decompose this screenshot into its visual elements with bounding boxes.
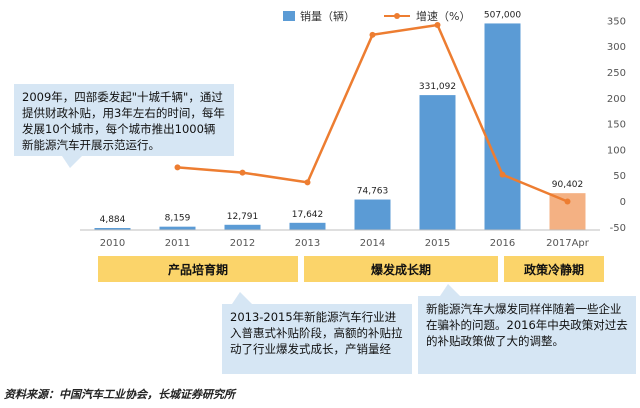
callout-pointer-2016: [440, 284, 460, 296]
data-label-2011: 8,159: [165, 214, 191, 224]
y-right-tick-50: 50: [613, 171, 626, 182]
data-label-2014: 74,763: [357, 187, 389, 197]
legend-label-growth: 增速（%）: [416, 9, 470, 23]
bar-2012: [224, 224, 261, 230]
x-tick-2011: 2011: [165, 238, 190, 249]
data-label-2015: 331,092: [419, 82, 456, 92]
phase-label-1: 产品培育期: [168, 262, 228, 277]
y-right-tick-150: 150: [607, 120, 626, 131]
growth-point-2017Apr: [564, 198, 571, 205]
x-tick-2013: 2013: [295, 238, 320, 249]
data-label-2012: 12,791: [227, 212, 259, 222]
legend-marker-growth: [394, 13, 400, 19]
growth-point-2013: [304, 179, 311, 186]
x-tick-2014: 2014: [360, 238, 385, 249]
growth-point-2011: [174, 164, 181, 171]
x-tick-2017Apr: 2017Apr: [546, 238, 590, 249]
annotation-2009: 2009年，四部委发起"十城千辆"，通过提供财政补贴，用3年左右的时间，每年发展…: [14, 84, 234, 156]
bar-2016: [484, 23, 521, 231]
legend-label-sales: 销量（辆）: [300, 9, 355, 23]
phase-band-1: [98, 256, 298, 282]
y-right-tick-300: 300: [607, 42, 626, 53]
phase-band-2: [304, 256, 498, 282]
bar-2011: [159, 226, 196, 230]
growth-point-2016: [499, 171, 506, 178]
growth-point-2012: [239, 169, 246, 176]
phase-label-3: 政策冷静期: [524, 262, 584, 277]
bar-2014: [354, 199, 391, 230]
data-label-2016: 507,000: [484, 10, 521, 20]
y-right-tick-250: 250: [607, 68, 626, 79]
x-tick-2010: 2010: [100, 238, 125, 249]
bar-2010: [94, 228, 131, 230]
phase-label-2: 爆发成长期: [371, 262, 431, 277]
y-right-tick-350: 350: [607, 16, 626, 27]
phase-bars: 产品培育期 爆发成长期 政策冷静期: [62, 156, 604, 304]
callout-pointer-2009: [62, 156, 82, 168]
axes: 2010 2011 2012 2013 2014 2015 2016 2017Apr -50 0 5…: [80, 0, 626, 249]
bar-2013: [289, 222, 326, 230]
source-note: 资料来源：中国汽车工业协会，长城证券研究所: [4, 388, 235, 401]
y-right-tick-0: 0: [620, 197, 626, 208]
x-tick-2016: 2016: [490, 238, 515, 249]
annotation-2013-2015: 2013-2015年新能源汽车行业进入普惠式补贴阶段，高额的补贴拉动了行业爆发式…: [222, 304, 412, 374]
bar-series: 4,884 8,159 12,791 17,642 74,763 331,092 507,0…: [94, 10, 586, 231]
annotation-2016: 新能源汽车大爆发同样伴随着一些企业在骗补的问题。2016年中央政策对过去的补贴政…: [418, 296, 636, 374]
growth-point-2014: [369, 31, 376, 38]
data-label-2017Apr: 90,402: [552, 180, 584, 190]
legend-swatch-sales: [283, 11, 295, 21]
x-tick-2012: 2012: [230, 238, 255, 249]
legend: 销量（辆） 增速（%）: [283, 9, 470, 23]
bar-2015: [419, 95, 456, 231]
data-label-2010: 4,884: [100, 215, 126, 225]
x-tick-2015: 2015: [425, 238, 450, 249]
phase-band-3: [504, 256, 604, 282]
data-label-2013: 17,642: [292, 210, 324, 220]
y-right-tick-100: 100: [607, 145, 626, 156]
line-series: [174, 22, 571, 205]
callout-pointer-2013: [232, 292, 252, 304]
y-right-tick--50: -50: [610, 223, 626, 234]
y-right-tick-400: 400: [607, 0, 626, 2]
growth-point-2015: [434, 22, 441, 29]
y-right-tick-200: 200: [607, 94, 626, 105]
